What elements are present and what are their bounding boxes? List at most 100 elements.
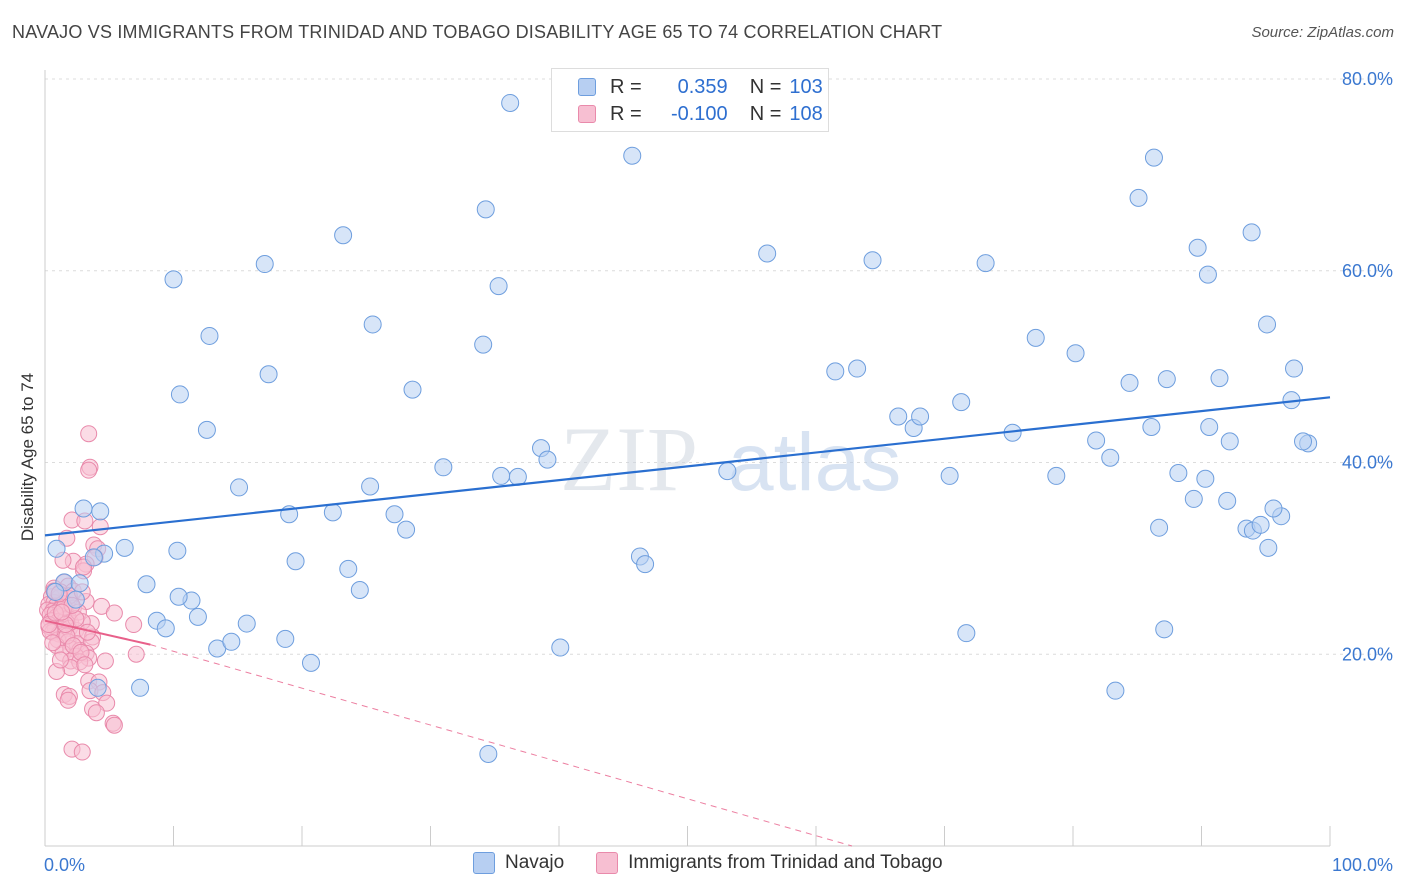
data-point-navajo	[1157, 370, 1176, 389]
watermark-atlas: atlas	[728, 417, 901, 508]
data-point-navajo	[169, 587, 188, 606]
source-label: Source: ZipAtlas.com	[1251, 24, 1394, 41]
data-point-trinidad	[80, 425, 98, 443]
data-point-navajo	[1047, 466, 1066, 485]
data-point-navajo	[758, 244, 777, 263]
data-point-navajo	[1026, 328, 1045, 347]
data-point-navajo	[501, 93, 520, 112]
data-point-navajo	[489, 277, 508, 296]
chart-title: NAVAJO VS IMMIGRANTS FROM TRINIDAD AND T…	[12, 22, 943, 42]
data-point-navajo	[385, 505, 404, 524]
watermark-zip: ZIP	[560, 408, 698, 510]
data-point-navajo	[911, 407, 930, 426]
trend-line-trinidad	[44, 619, 151, 646]
y-tick-labels: 20.0% 40.0% 60.0% 80.0%	[1342, 69, 1393, 664]
data-point-navajo	[259, 365, 278, 384]
data-point-navajo	[1294, 432, 1313, 451]
legend-r-label: R =	[610, 75, 642, 98]
data-point-navajo	[131, 678, 150, 697]
data-point-navajo	[1120, 373, 1139, 392]
data-point-navajo	[301, 653, 320, 672]
data-point-navajo	[476, 200, 495, 219]
legend-item-navajo[interactable]: Navajo	[473, 852, 564, 874]
data-point-navajo	[1242, 223, 1261, 242]
data-point-navajo	[434, 458, 453, 477]
data-point-navajo	[200, 326, 219, 345]
series-legend: Navajo Immigrants from Trinidad and Toba…	[473, 852, 975, 874]
data-point-navajo	[1169, 464, 1188, 483]
grid-lines	[45, 78, 1393, 655]
axes	[44, 70, 1331, 847]
x-tick-label-max: 100.0%	[1332, 855, 1393, 875]
data-point-navajo	[1200, 418, 1219, 437]
data-point-trinidad	[59, 691, 77, 709]
data-point-navajo	[115, 538, 134, 557]
trend-line-navajo	[44, 396, 1331, 537]
data-point-trinidad	[125, 616, 143, 634]
data-point-navajo	[826, 362, 845, 381]
data-point-navajo	[1220, 432, 1239, 451]
data-point-navajo	[168, 541, 187, 560]
data-point-navajo	[1258, 315, 1277, 334]
y-tick-label: 40.0%	[1342, 453, 1393, 473]
data-point-trinidad	[80, 461, 98, 479]
data-point-navajo	[1218, 491, 1237, 510]
data-point-navajo	[551, 638, 570, 657]
data-point-navajo	[230, 478, 249, 497]
data-point-trinidad	[127, 645, 145, 663]
data-point-navajo	[474, 335, 493, 354]
legend-row-trinidad: R = -0.100 N = 108	[552, 101, 823, 127]
legend-n-value: 103	[789, 75, 823, 98]
data-point-navajo	[848, 359, 867, 378]
data-point-trinidad	[76, 656, 94, 674]
data-point-navajo	[1144, 148, 1163, 167]
data-point-navajo	[339, 559, 358, 578]
data-point-navajo	[863, 251, 882, 270]
legend-r-label: R =	[610, 102, 642, 125]
data-point-navajo	[718, 462, 737, 481]
data-point-navajo	[188, 607, 207, 626]
legend-swatch-navajo	[578, 78, 596, 96]
data-point-navajo	[170, 385, 189, 404]
data-point-navajo	[164, 270, 183, 289]
data-point-navajo	[952, 393, 971, 412]
legend-n-label: N =	[749, 75, 782, 98]
y-tick-label: 80.0%	[1342, 69, 1393, 89]
data-point-navajo	[403, 380, 422, 399]
data-point-navajo	[1087, 431, 1106, 450]
data-point-navajo	[74, 499, 93, 518]
legend-r-value: 0.359	[677, 75, 728, 98]
legend-label-navajo: Navajo	[505, 852, 565, 873]
data-point-navajo	[88, 678, 107, 697]
data-point-trinidad	[44, 634, 62, 652]
trend-line-trinidad-extension	[150, 644, 853, 847]
data-point-navajo	[197, 420, 216, 439]
data-point-navajo	[1142, 418, 1161, 437]
data-point-navajo	[889, 407, 908, 426]
legend-item-trinidad[interactable]: Immigrants from Trinidad and Tobago	[596, 852, 943, 874]
data-point-navajo	[976, 254, 995, 273]
data-point-navajo	[46, 582, 65, 601]
x-tick-label-min: 0.0%	[44, 855, 85, 875]
data-point-navajo	[47, 539, 66, 558]
data-point-navajo	[1184, 489, 1203, 508]
data-point-navajo	[156, 619, 175, 638]
series-navajo-points	[46, 93, 1318, 763]
data-point-navajo	[636, 555, 655, 574]
data-point-navajo	[623, 146, 642, 165]
legend-swatch-trinidad	[578, 105, 596, 123]
data-point-navajo	[1251, 515, 1270, 534]
data-point-navajo	[479, 744, 498, 763]
data-point-navajo	[1285, 359, 1304, 378]
data-point-trinidad	[51, 651, 69, 669]
data-point-navajo	[957, 624, 976, 643]
legend-n-value: 108	[789, 102, 823, 125]
data-point-navajo	[350, 581, 369, 600]
y-tick-label: 20.0%	[1342, 644, 1393, 664]
data-point-navajo	[66, 590, 85, 609]
data-point-navajo	[222, 632, 241, 651]
series-trinidad-points	[39, 425, 145, 761]
legend-r-value: -0.100	[670, 102, 728, 125]
data-point-navajo	[397, 520, 416, 539]
data-point-navajo	[323, 503, 342, 522]
